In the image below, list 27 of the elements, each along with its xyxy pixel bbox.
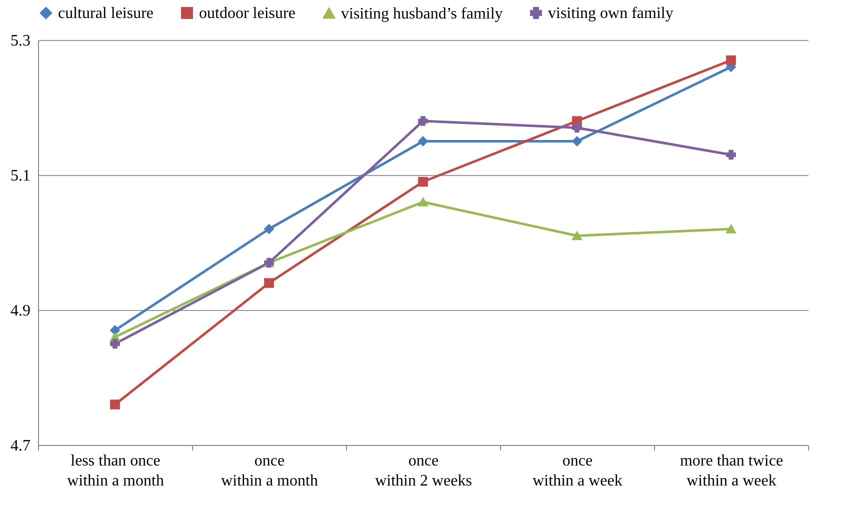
point [110,338,120,349]
y-tick-label: 4.9 [10,302,30,320]
legend-label: outdoor leisure [199,5,296,22]
y-tick-label: 5.1 [10,168,30,184]
legend-label: visiting husband’s family [341,5,503,22]
point [726,150,736,160]
x-tick-label: less than once within a month [67,452,164,490]
y-tick-label: 4.7 [10,438,30,454]
point [418,136,428,146]
y-tick-label: 5.3 [10,32,30,50]
x-tick-label: more than twice within a week [680,452,784,490]
legend-label: visiting own family [548,5,674,22]
point [572,136,582,146]
x-tick-label: once within a month [221,452,318,490]
point [418,198,428,206]
point [726,224,736,234]
point [418,176,428,187]
x-tick-label: once within a week [532,452,622,490]
point [418,116,428,126]
point [264,224,274,234]
point [110,400,120,410]
point [572,231,582,240]
point [264,278,274,288]
point [726,55,736,66]
point [572,122,582,133]
x-tick-label: once within 2 weeks [375,452,472,490]
legend-label: cultural leisure [58,5,154,22]
